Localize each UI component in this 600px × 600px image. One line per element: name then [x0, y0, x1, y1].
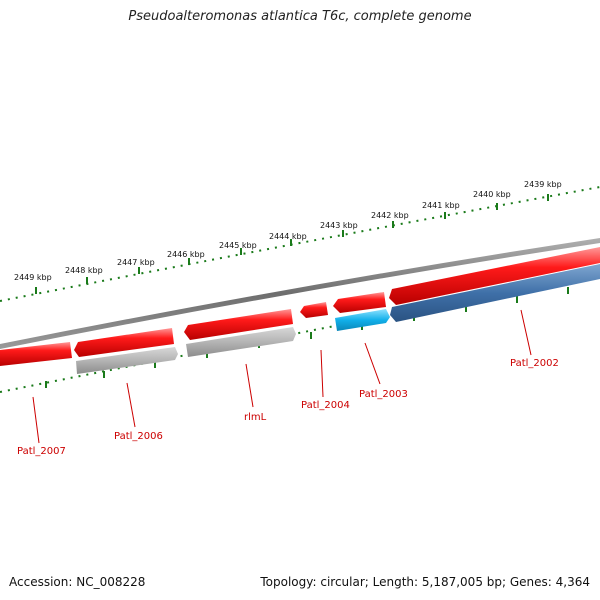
- map-title: Pseudoalteromonas atlantica T6c, complet…: [128, 9, 472, 24]
- gene-label-patl-2003: Patl_2003: [359, 389, 408, 400]
- gene-forward-1: [389, 247, 600, 305]
- gene-forward-4: [184, 309, 293, 340]
- topology-text: Topology: circular; Length: 5,187,005 bp…: [260, 575, 590, 589]
- outer-ruler: [0, 186, 600, 302]
- ruler-label-2444: 2444 kbp: [269, 232, 307, 241]
- ruler-label-2448: 2448 kbp: [65, 266, 103, 275]
- ruler-label-2447: 2447 kbp: [117, 258, 155, 267]
- gene-reverse-2: [335, 309, 390, 331]
- gene-reverse-3: [186, 327, 296, 357]
- ruler-label-2439: 2439 kbp: [524, 180, 562, 189]
- gene-reverse-4: [76, 347, 178, 374]
- inner-ruler: [0, 274, 600, 393]
- genome-backbone: [0, 238, 600, 349]
- ruler-label-2441: 2441 kbp: [422, 201, 460, 210]
- label-leaders: [32, 309, 532, 444]
- gene-labels: Patl_2002 Patl_2003 Patl_2004 rlmL Patl_…: [17, 358, 559, 457]
- gene-forward-3: [300, 302, 328, 318]
- reverse-strand-genes: [76, 264, 600, 374]
- ruler-label-2445: 2445 kbp: [219, 241, 257, 250]
- forward-strand-genes: [0, 247, 600, 366]
- gene-forward-5: [74, 328, 174, 357]
- gene-label-patl-2006: Patl_2006: [114, 431, 163, 442]
- ruler-label-2449: 2449 kbp: [14, 273, 52, 282]
- ruler-label-2446: 2446 kbp: [167, 250, 205, 259]
- outer-ruler-ticks: [35, 194, 549, 294]
- gene-label-rlml: rlmL: [244, 412, 267, 423]
- ruler-label-2443: 2443 kbp: [320, 221, 358, 230]
- ruler-label-2442: 2442 kbp: [371, 211, 409, 220]
- gene-forward-6: [0, 342, 72, 366]
- gene-reverse-1: [390, 264, 600, 322]
- ruler-labels: 2439 kbp 2440 kbp 2441 kbp 2442 kbp 2443…: [14, 180, 562, 282]
- gene-label-patl-2007: Patl_2007: [17, 446, 66, 457]
- gene-forward-2: [333, 292, 386, 313]
- accession-text: Accession: NC_008228: [9, 575, 146, 589]
- gene-label-patl-2002: Patl_2002: [510, 358, 559, 369]
- gene-label-patl-2004: Patl_2004: [301, 400, 350, 411]
- ruler-label-2440: 2440 kbp: [473, 190, 511, 199]
